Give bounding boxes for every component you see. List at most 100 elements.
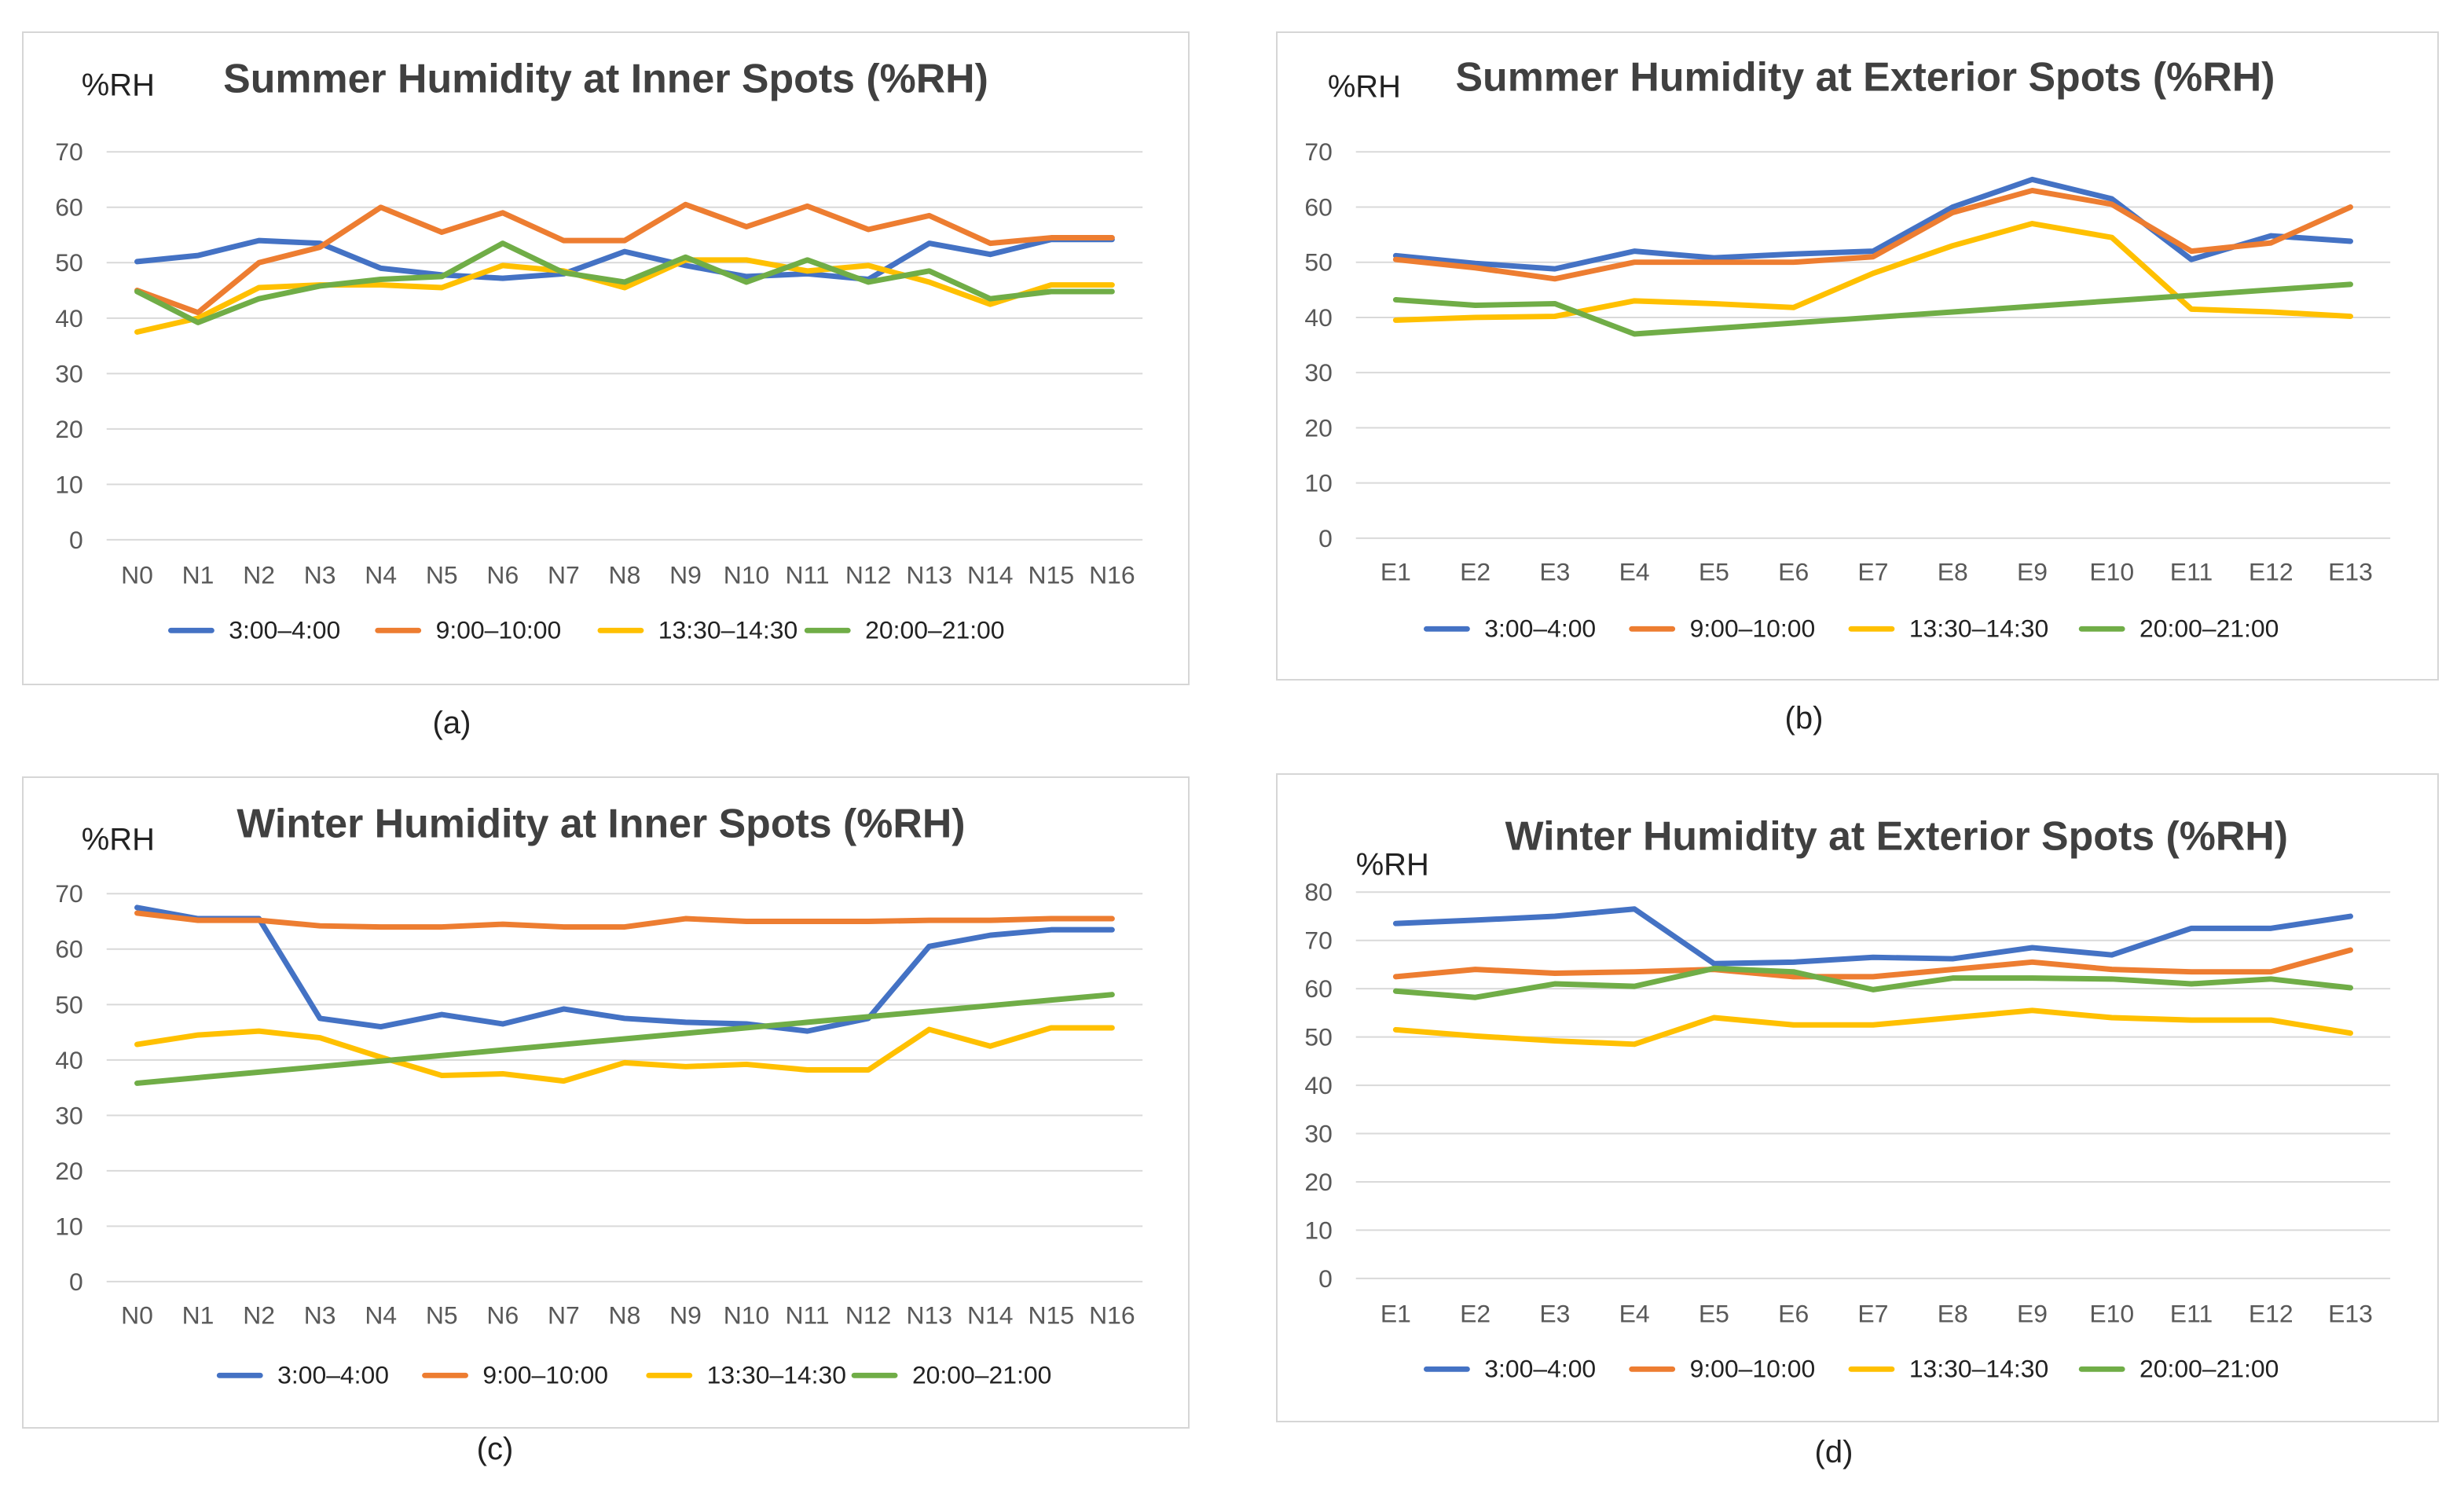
series-line xyxy=(134,257,1115,335)
y-tick-label: 50 xyxy=(1304,248,1332,277)
caption-a: (a) xyxy=(432,706,471,740)
x-tick-label: N4 xyxy=(365,561,397,589)
x-tick-label: N15 xyxy=(1028,561,1075,589)
y-tick-label: 30 xyxy=(55,359,83,387)
legend-label: 3:00–4:00 xyxy=(229,615,340,644)
legend-label: 3:00–4:00 xyxy=(1484,1354,1596,1382)
x-tick-label: E5 xyxy=(1699,1300,1729,1328)
x-tick-label: N7 xyxy=(548,561,580,589)
y-tick-label: 0 xyxy=(1318,524,1333,552)
legend-label: 9:00–10:00 xyxy=(436,615,562,644)
series-line xyxy=(134,1025,1115,1084)
y-tick-label: 10 xyxy=(1304,1216,1332,1244)
chart-panel-a: %RH Summer Humidity at Inner Spots (%RH)… xyxy=(22,31,1190,685)
chart-panel-d: %RH Winter Humidity at Exterior Spots (%… xyxy=(1276,773,2439,1422)
y-tick-label: 0 xyxy=(69,1268,83,1296)
x-tick-label: E7 xyxy=(1857,558,1888,586)
y-tick-label: 70 xyxy=(1304,926,1332,955)
chart-svg-d: %RH Winter Humidity at Exterior Spots (%… xyxy=(1304,813,2391,1382)
legend-label: 3:00–4:00 xyxy=(1484,614,1596,642)
x-tick-label: E4 xyxy=(1619,1300,1650,1328)
x-tick-label: E10 xyxy=(2089,1300,2134,1328)
legend-label: 13:30–14:30 xyxy=(1909,614,2048,642)
legend-label: 20:00–21:00 xyxy=(2140,614,2279,642)
y-tick-label: 30 xyxy=(1304,358,1332,387)
y-tick-label: 10 xyxy=(55,1212,82,1240)
series-line xyxy=(1392,1007,2353,1048)
x-tick-label: N1 xyxy=(182,561,214,589)
series-line xyxy=(1392,221,2353,323)
series-line xyxy=(134,240,1115,325)
x-tick-label: N7 xyxy=(548,1301,580,1330)
y-tick-label: 40 xyxy=(55,304,83,332)
y-tick-label: 70 xyxy=(55,879,82,908)
x-tick-label: E9 xyxy=(2017,1300,2048,1328)
x-tick-label: N15 xyxy=(1028,1301,1075,1330)
x-tick-label: N6 xyxy=(486,561,519,589)
y-tick-label: 60 xyxy=(1304,974,1332,1003)
x-tick-label: N3 xyxy=(304,561,336,589)
plot-area: 0 10 20 30 40 50 60 70 N0 N1 N2 N3 N4 N5 N6 N7 N8 N9 N10 N1… xyxy=(55,138,1143,644)
chart-panel-c: %RH Winter Humidity at Inner Spots (%RH)… xyxy=(22,776,1190,1429)
chart-title: Summer Humidity at Exterior Spots (%RH) xyxy=(1455,54,2275,100)
x-tick-label: N12 xyxy=(845,561,892,589)
x-tick-label: N1 xyxy=(182,1301,214,1330)
x-tick-label: N11 xyxy=(786,561,830,589)
x-tick-label: N14 xyxy=(967,1301,1014,1330)
x-tick-label: E2 xyxy=(1460,558,1490,586)
x-tick-label: N6 xyxy=(486,1301,519,1330)
y-tick-label: 20 xyxy=(55,1157,82,1185)
x-tick-label: E11 xyxy=(2170,1300,2213,1328)
x-tick-label: E6 xyxy=(1778,1300,1809,1328)
series-line xyxy=(1392,965,2353,1000)
x-tick-label: N11 xyxy=(786,1301,830,1330)
chart-svg-c: %RH Winter Humidity at Inner Spots (%RH)… xyxy=(55,801,1143,1389)
series-line xyxy=(1392,176,2353,272)
x-tick-label: E12 xyxy=(2249,558,2294,586)
y-tick-label: 20 xyxy=(1304,1168,1332,1196)
y-tick-label: 70 xyxy=(1304,138,1332,166)
legend-label: 20:00–21:00 xyxy=(912,1360,1051,1389)
series-line xyxy=(134,237,1115,282)
series-line xyxy=(1392,281,2353,337)
y-tick-label: 60 xyxy=(55,193,83,222)
y-tick-label: 70 xyxy=(55,138,83,166)
legend-label: 3:00–4:00 xyxy=(277,1360,389,1389)
x-tick-label: N12 xyxy=(845,1301,892,1330)
x-tick-label: E9 xyxy=(2017,558,2048,586)
x-tick-label: N16 xyxy=(1089,561,1135,589)
chart-title: Winter Humidity at Inner Spots (%RH) xyxy=(236,801,965,846)
x-tick-label: E1 xyxy=(1380,1300,1411,1328)
y-tick-label: 20 xyxy=(55,415,83,443)
x-tick-label: N5 xyxy=(426,1301,458,1330)
legend-label: 9:00–10:00 xyxy=(1690,1354,1816,1382)
y-unit-label: %RH xyxy=(82,68,155,103)
x-tick-label: N10 xyxy=(724,561,770,589)
x-tick-label: N16 xyxy=(1089,1301,1135,1330)
y-tick-label: 0 xyxy=(1318,1264,1333,1293)
y-tick-label: 10 xyxy=(1304,469,1332,497)
legend-label: 13:30–14:30 xyxy=(658,615,798,644)
y-unit-label: %RH xyxy=(1356,847,1429,882)
y-tick-label: 0 xyxy=(69,526,83,554)
chart-svg-a: %RH Summer Humidity at Inner Spots (%RH)… xyxy=(55,56,1143,644)
series-line xyxy=(134,201,1115,316)
legend-label: 9:00–10:00 xyxy=(1690,614,1816,642)
legend-label: 20:00–21:00 xyxy=(2140,1354,2279,1382)
series-line xyxy=(134,910,1115,930)
x-tick-label: E8 xyxy=(1938,558,1968,586)
caption-b: (b) xyxy=(1784,701,1824,736)
y-tick-label: 10 xyxy=(55,470,83,498)
x-tick-label: E7 xyxy=(1857,1300,1888,1328)
chart-title: Winter Humidity at Exterior Spots (%RH) xyxy=(1505,813,2288,859)
x-tick-label: N8 xyxy=(609,561,641,589)
x-tick-label: N4 xyxy=(365,1301,397,1330)
y-tick-label: 50 xyxy=(55,990,82,1018)
y-tick-label: 60 xyxy=(1304,193,1332,221)
x-tick-label: N0 xyxy=(121,561,153,589)
x-tick-label: E11 xyxy=(2170,558,2213,586)
series-line xyxy=(134,992,1115,1086)
y-tick-label: 40 xyxy=(1304,1071,1332,1099)
y-tick-label: 60 xyxy=(55,935,82,963)
x-tick-label: N13 xyxy=(906,561,952,589)
